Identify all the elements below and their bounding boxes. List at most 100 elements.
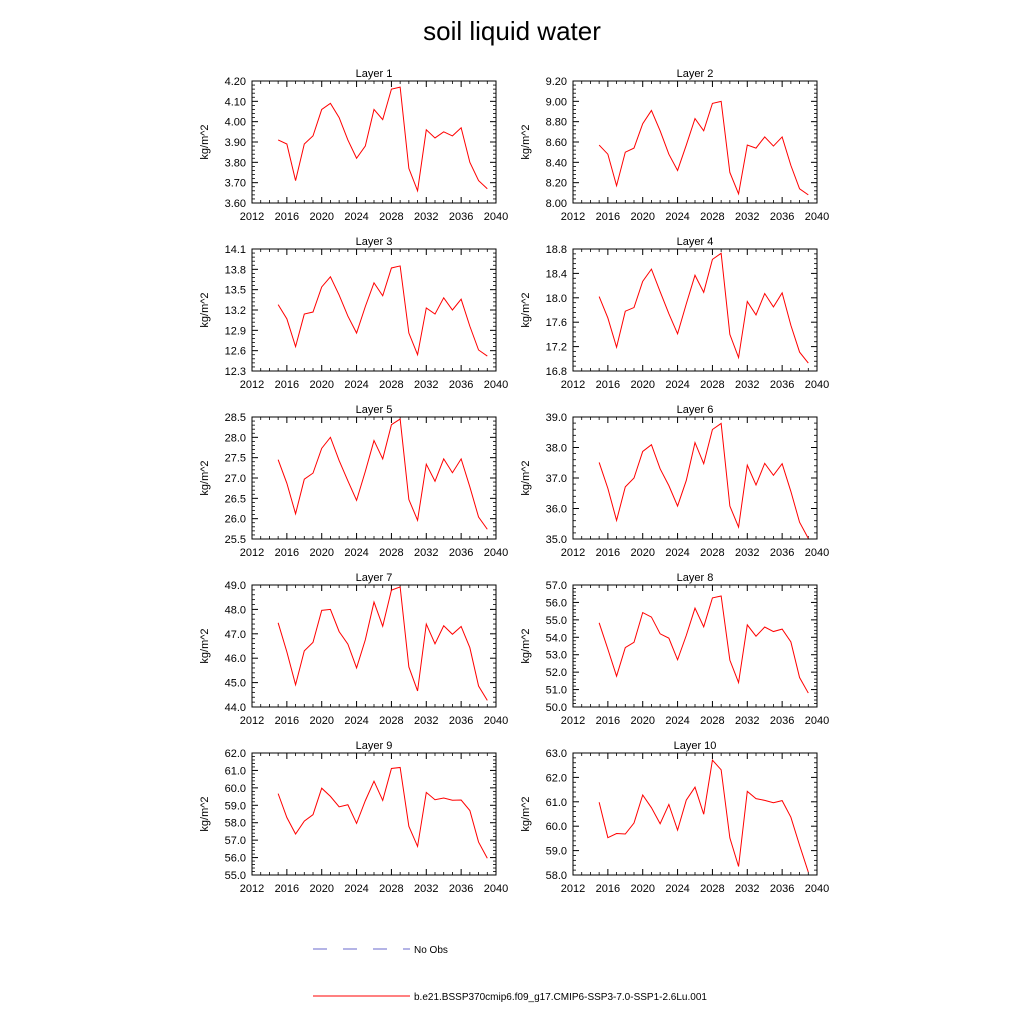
y-tick-label: 26.5 <box>225 493 246 505</box>
y-tick-label: 39.0 <box>546 412 567 424</box>
series-line <box>277 265 488 357</box>
x-tick-label: 2032 <box>414 379 438 391</box>
panel-layer-2: Layer 2 kg/m^2 2012 2016 2020 2024 2028 2032 203… <box>520 68 829 223</box>
y-tick-label: 53.0 <box>546 650 567 662</box>
x-tick-label: 2020 <box>309 211 333 223</box>
y-tick-label: 12.9 <box>225 325 246 337</box>
x-tick-label: 2024 <box>665 883 689 895</box>
x-tick-label: 2024 <box>665 379 689 391</box>
y-tick-label: 54.0 <box>546 632 567 644</box>
y-tick-label: 4.20 <box>225 76 246 88</box>
series-line <box>598 422 809 539</box>
panel-title: Layer 3 <box>356 236 393 248</box>
x-tick-label: 2032 <box>735 211 759 223</box>
y-axis-label: kg/m^2 <box>520 796 532 831</box>
y-tick-label: 28.0 <box>225 432 246 444</box>
y-tick-label: 36.0 <box>546 504 567 516</box>
y-tick-label: 3.60 <box>225 198 246 210</box>
y-tick-label: 8.60 <box>546 137 567 149</box>
x-tick-label: 2036 <box>770 883 794 895</box>
x-tick-label: 2016 <box>596 547 620 559</box>
y-axis-label: kg/m^2 <box>199 796 211 831</box>
x-tick-label: 2020 <box>309 379 333 391</box>
x-tick-label: 2024 <box>665 211 689 223</box>
x-tick-label: 2036 <box>449 547 473 559</box>
panel-layer-7: Layer 7 kg/m^2 2012 2016 2020 2024 2028 2032 203… <box>199 572 508 727</box>
y-tick-label: 59.0 <box>546 846 567 858</box>
panel-title: Layer 4 <box>677 236 714 248</box>
y-tick-label: 8.40 <box>546 157 567 169</box>
x-tick-label: 2040 <box>805 211 829 223</box>
x-tick-label: 2032 <box>735 547 759 559</box>
plot-frame <box>251 248 497 372</box>
panel-title: Layer 9 <box>356 740 393 752</box>
y-tick-label: 61.0 <box>225 765 246 777</box>
series-line <box>277 586 488 701</box>
x-tick-label: 2012 <box>561 547 585 559</box>
y-tick-label: 16.8 <box>546 366 567 378</box>
x-tick-label: 2040 <box>484 547 508 559</box>
x-tick-label: 2032 <box>735 715 759 727</box>
x-tick-label: 2020 <box>630 547 654 559</box>
x-tick-label: 2040 <box>484 883 508 895</box>
y-tick-label: 4.00 <box>225 117 246 129</box>
x-tick-label: 2036 <box>449 883 473 895</box>
panel-title: Layer 7 <box>356 572 393 584</box>
x-tick-label: 2036 <box>449 211 473 223</box>
panel-layer-3: Layer 3 kg/m^2 2012 2016 2020 2024 2028 2032 203… <box>199 236 508 391</box>
plot-frame <box>251 752 497 876</box>
x-tick-label: 2016 <box>596 883 620 895</box>
y-tick-label: 37.0 <box>546 473 567 485</box>
y-tick-label: 55.0 <box>225 870 246 882</box>
y-tick-label: 12.3 <box>225 366 246 378</box>
y-tick-label: 12.6 <box>225 346 246 358</box>
x-tick-label: 2036 <box>770 547 794 559</box>
y-axis-label: kg/m^2 <box>199 124 211 159</box>
y-tick-label: 60.0 <box>546 821 567 833</box>
y-tick-label: 44.0 <box>225 702 246 714</box>
panel-layer-9: Layer 9 kg/m^2 2012 2016 2020 2024 2028 2032 203… <box>199 740 508 895</box>
x-tick-label: 2016 <box>275 379 299 391</box>
x-tick-label: 2020 <box>309 883 333 895</box>
y-tick-label: 63.0 <box>546 748 567 760</box>
y-tick-label: 27.5 <box>225 453 246 465</box>
series-line <box>277 766 488 859</box>
y-tick-label: 55.0 <box>546 615 567 627</box>
y-tick-label: 17.6 <box>546 317 567 329</box>
y-axis-label: kg/m^2 <box>199 460 211 495</box>
series-line <box>277 418 488 530</box>
y-tick-label: 25.5 <box>225 534 246 546</box>
x-tick-label: 2032 <box>414 715 438 727</box>
y-tick-label: 45.0 <box>225 678 246 690</box>
figure-title: soil liquid water <box>423 16 601 46</box>
x-tick-label: 2024 <box>665 547 689 559</box>
legend-run-label: b.e21.BSSP370cmip6.f09_g17.CMIP6-SSP3-7.… <box>414 992 707 1003</box>
y-tick-label: 56.0 <box>546 597 567 609</box>
x-tick-label: 2040 <box>805 883 829 895</box>
y-tick-label: 8.20 <box>546 178 567 190</box>
x-tick-label: 2036 <box>449 715 473 727</box>
y-tick-label: 13.8 <box>225 264 246 276</box>
x-tick-label: 2028 <box>379 547 403 559</box>
x-tick-label: 2012 <box>240 547 264 559</box>
y-tick-label: 28.5 <box>225 412 246 424</box>
x-tick-label: 2012 <box>561 883 585 895</box>
legend-no-obs-label: No Obs <box>414 945 448 956</box>
series-line <box>277 86 488 193</box>
y-tick-label: 49.0 <box>225 580 246 592</box>
x-tick-label: 2040 <box>805 547 829 559</box>
x-tick-label: 2012 <box>561 211 585 223</box>
y-tick-label: 9.20 <box>546 76 567 88</box>
y-tick-label: 18.0 <box>546 293 567 305</box>
x-tick-label: 2020 <box>630 883 654 895</box>
plot-frame <box>251 416 497 540</box>
panel-layer-4: Layer 4 kg/m^2 2012 2016 2020 2024 2028 2032 203… <box>520 236 829 391</box>
y-tick-label: 13.2 <box>225 305 246 317</box>
series-line <box>598 758 809 873</box>
x-tick-label: 2028 <box>379 883 403 895</box>
y-tick-label: 18.4 <box>546 268 567 280</box>
y-tick-label: 35.0 <box>546 534 567 546</box>
panel-title: Layer 10 <box>674 740 717 752</box>
y-tick-label: 57.0 <box>546 580 567 592</box>
